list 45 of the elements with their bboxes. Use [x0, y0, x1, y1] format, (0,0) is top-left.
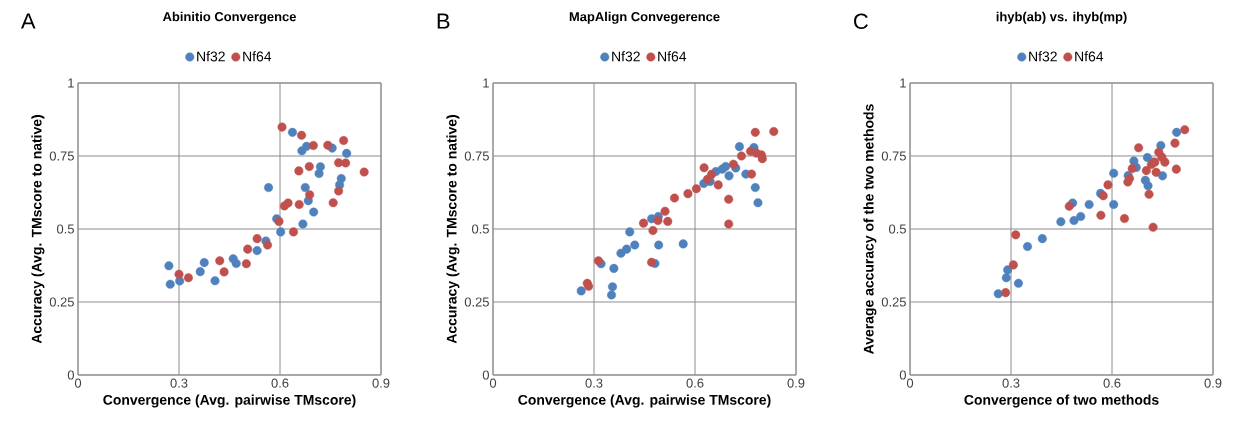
y-tick-label: 0 — [67, 370, 74, 380]
text: A — [20, 13, 36, 29]
y-tick-label: 0 — [482, 370, 489, 380]
x-tick-label: 0.3 — [585, 378, 603, 388]
x-axis-title: Convergence (Avg. pairwise TMscore) — [518, 394, 771, 408]
chart-title: MapAlign Convegerence — [569, 11, 720, 24]
y-tick-label: 0.75 — [49, 151, 74, 161]
legend-label: Nf32 — [1029, 51, 1057, 62]
x-tick-label: 0.6 — [686, 378, 704, 388]
x-tick-label: 0.3 — [1002, 378, 1020, 388]
y-tick-label: 1 — [68, 78, 74, 88]
y-tick-label: 0.25 — [49, 297, 74, 307]
legend-label: Nf32 — [197, 51, 225, 62]
x-tick-label: 0.9 — [1204, 378, 1222, 388]
legend-label: Nf64 — [658, 51, 687, 62]
y-tick-label: 0.75 — [464, 151, 489, 161]
y-tick-label: 0.5 — [56, 224, 74, 234]
y-tick-label: 0.5 — [471, 224, 489, 234]
legend-label: Nf32 — [612, 51, 640, 62]
y-axis-title: Accuracy (Avg. TMscore to native) — [446, 115, 460, 344]
chart-title: ihyb(ab) vs. ihyb(mp) — [996, 11, 1127, 24]
y-tick-label: 1 — [483, 78, 489, 88]
x-tick-label: 0 — [906, 378, 914, 388]
x-tick-label: 0.6 — [1103, 378, 1121, 388]
x-tick-label: 0.3 — [170, 378, 188, 388]
y-axis-title: Accuracy (Avg. TMscore to native) — [31, 115, 45, 344]
x-axis-title: Convergence of two methods — [964, 394, 1159, 408]
text: B — [437, 13, 450, 29]
text: C — [854, 13, 868, 30]
x-tick-label: 0.9 — [787, 378, 805, 388]
x-axis-title: Convergence (Avg. pairwise TMscore) — [103, 394, 356, 408]
x-tick-label: 0.9 — [372, 378, 390, 388]
y-tick-label: 0.25 — [881, 297, 906, 307]
legend-label: Nf64 — [1075, 51, 1104, 62]
x-tick-label: 0 — [74, 378, 82, 388]
y-tick-label: 1 — [900, 78, 906, 88]
x-tick-label: 0 — [489, 378, 497, 388]
y-tick-label: 0 — [899, 370, 906, 380]
y-tick-label: 0.25 — [464, 297, 489, 307]
chart-title: Abinitio Convergence — [162, 11, 296, 24]
legend-label: Nf64 — [243, 51, 272, 62]
x-tick-label: 0.6 — [271, 378, 289, 388]
y-axis-title: Average accuracy of the two methods — [863, 104, 877, 354]
y-tick-label: 0.75 — [881, 151, 906, 161]
y-tick-label: 0.5 — [888, 224, 906, 234]
